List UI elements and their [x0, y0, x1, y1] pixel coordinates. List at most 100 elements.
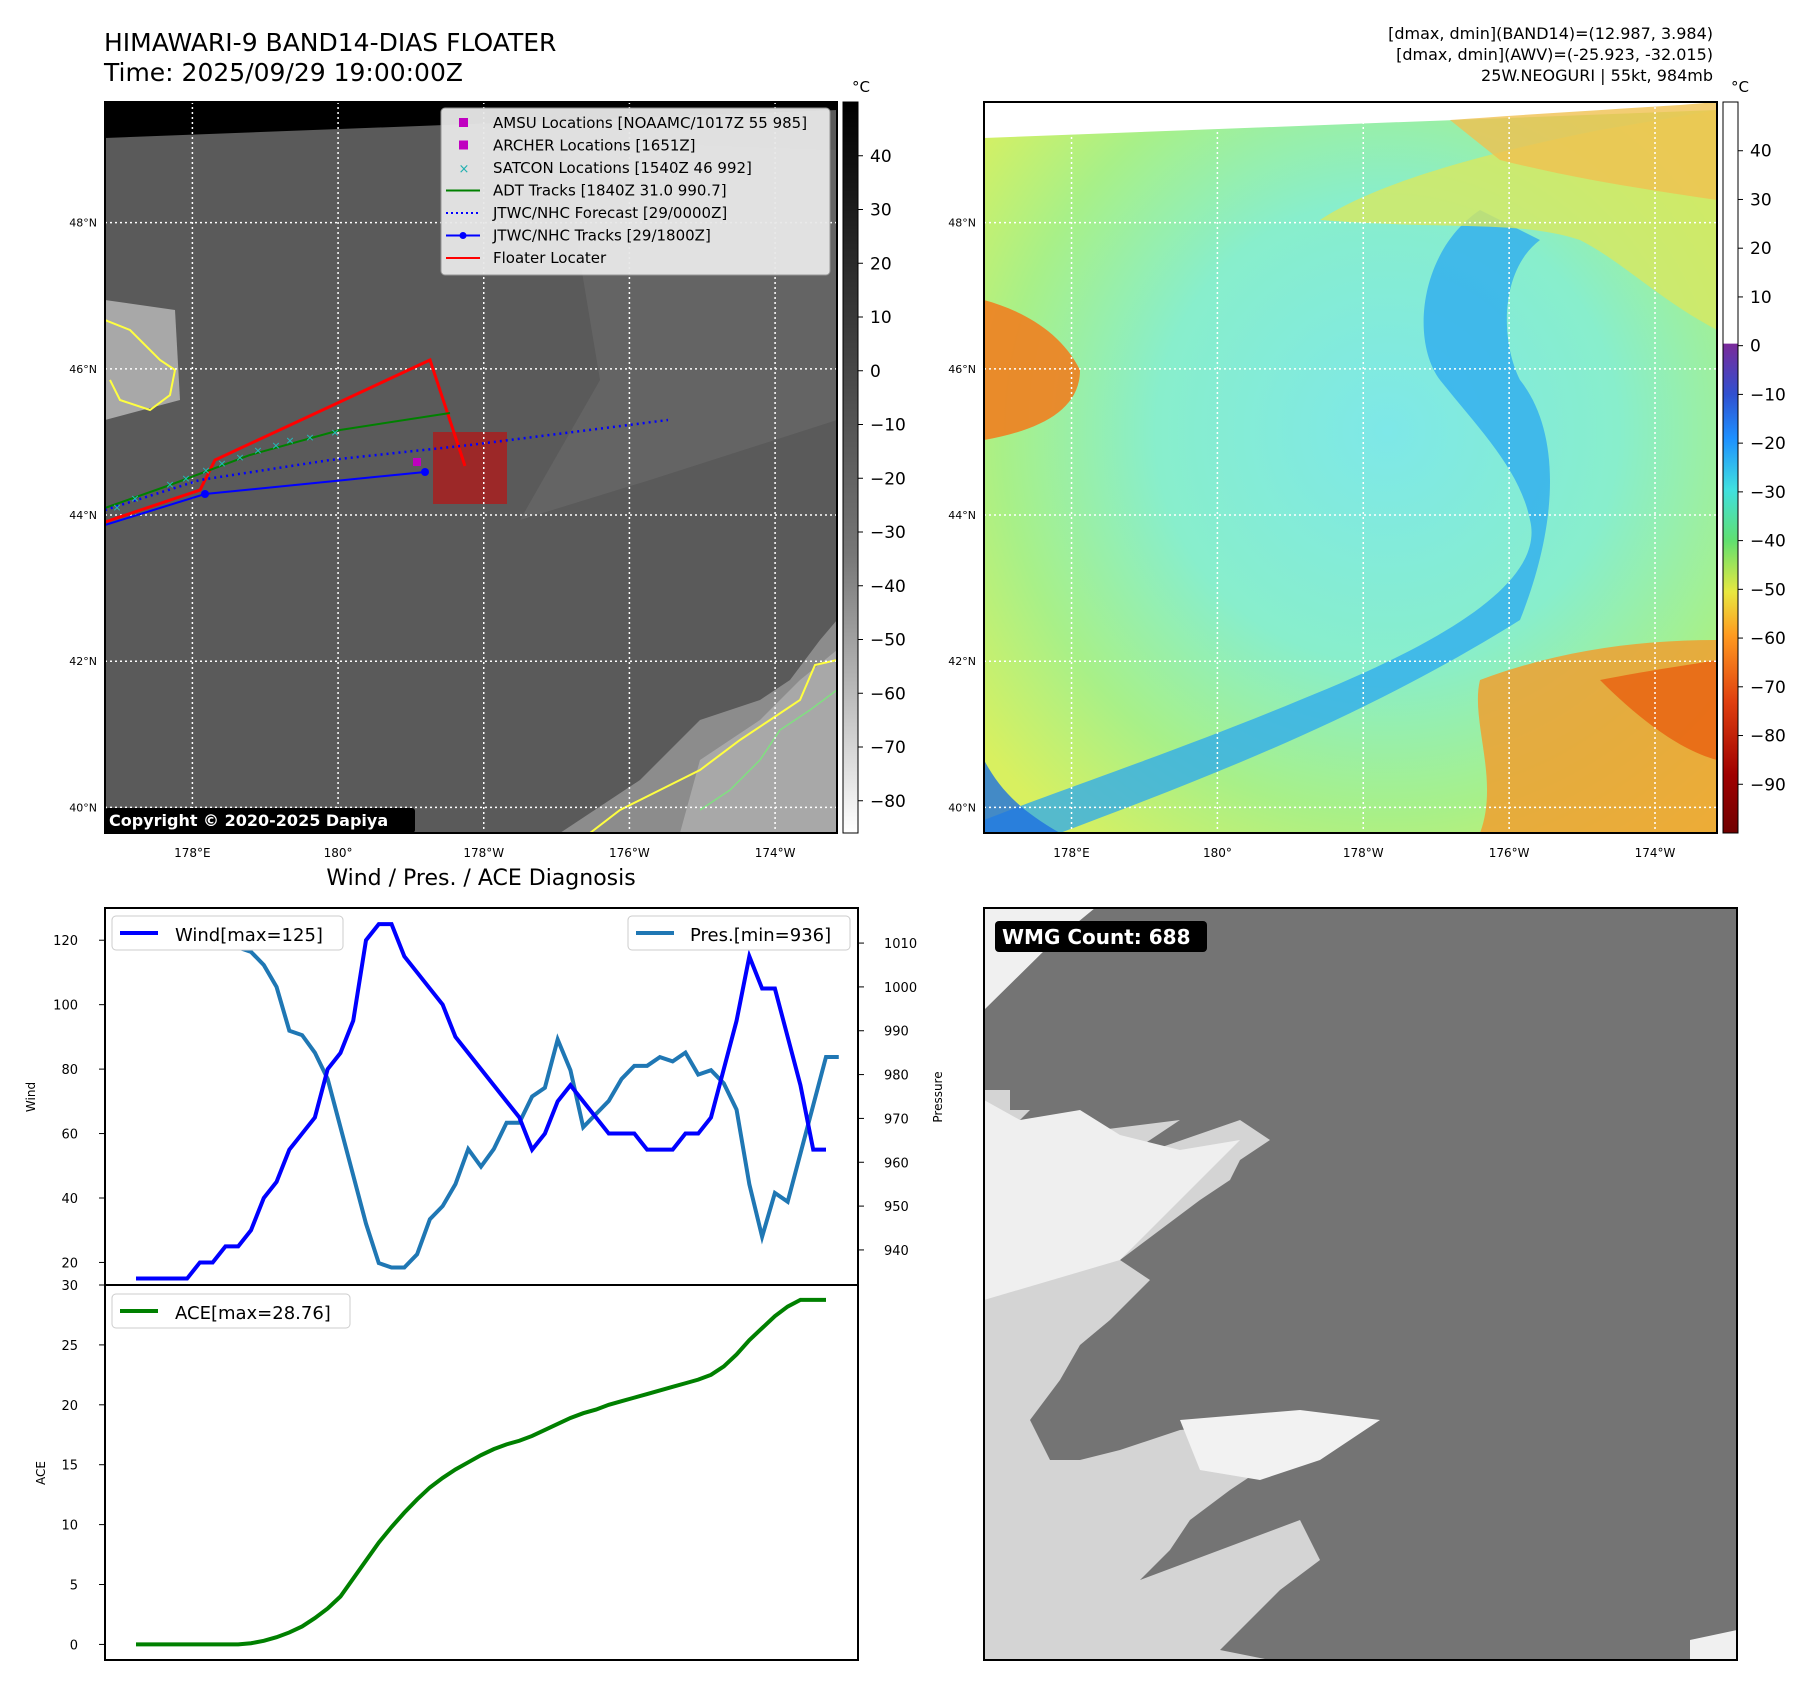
lat-tick-label: 40°N: [69, 801, 97, 814]
colorbar-tick-label: 30: [870, 201, 892, 221]
pressure-tick-label: 950: [884, 1200, 909, 1215]
ace-tick-label: 15: [61, 1459, 78, 1474]
jtwc-track-point: [201, 490, 209, 498]
legend-swatch: [459, 118, 468, 127]
lat-tick-label: 40°N: [948, 801, 976, 814]
ace-tick-label: 25: [61, 1339, 78, 1354]
satcon-location-marker: ×: [305, 431, 314, 444]
wind-tick-label: 120: [53, 934, 78, 949]
ir-coast-contour: [589, 659, 837, 833]
wmg-count-background: [995, 921, 1207, 952]
lat-tick-label: 44°N: [948, 509, 976, 522]
satcon-location-marker: ×: [112, 501, 121, 514]
ace-frame: [104, 1284, 859, 1661]
colorbar-tick-label: −20: [1750, 434, 1786, 454]
ir-coast-contour: [699, 689, 837, 811]
diagnosis-title: Wind / Pres. / ACE Diagnosis: [326, 866, 635, 891]
ace-tick-label: 5: [70, 1579, 78, 1594]
pressure-legend: Pres.[min=936]: [627, 915, 851, 951]
pressure-tick-label: 1000: [884, 981, 917, 996]
ace-legend: ACE[max=28.76]: [111, 1293, 351, 1329]
colorbar-tick-label: −90: [1750, 775, 1786, 795]
lon-tick-label: 178°W: [1343, 846, 1384, 860]
satcon-location-marker: ×: [217, 457, 226, 470]
satcon-location-marker: ×: [201, 464, 210, 477]
wv-no-data-region: [984, 102, 1717, 138]
wv-colorbar-unit: °C: [1731, 78, 1749, 96]
wmg-light-region: [1180, 1410, 1380, 1480]
lon-tick-label: 178°E: [1053, 846, 1090, 860]
satcon-location-marker: ×: [165, 478, 174, 491]
ace-tick-label: 30: [61, 1279, 78, 1294]
wind-series-line: [136, 922, 826, 1281]
colorbar-tick-label: 40: [1750, 142, 1772, 162]
pressure-legend-box: [627, 915, 851, 951]
colorbar-tick-label: −80: [870, 792, 906, 812]
colorbar-tick-label: −30: [1750, 483, 1786, 503]
wv-dry-region-west: [984, 300, 1080, 440]
lat-tick-label: 46°N: [69, 363, 97, 376]
wind-pressure-frame: [104, 907, 859, 1286]
lon-tick-label: 176°W: [1489, 846, 1530, 860]
wv-colorbar-gradient: [1722, 101, 1739, 834]
pressure-tick-label: 970: [884, 1112, 909, 1127]
jtwc-forecast-track: [104, 418, 669, 512]
wmg-light-region: [984, 1100, 1240, 1300]
wmg-count-label: WMG Count: 688: [1002, 925, 1191, 949]
satcon-location-marker: ×: [271, 439, 280, 452]
colorbar-tick-label: 30: [1750, 190, 1772, 210]
colorbar-tick-label: 40: [870, 147, 892, 167]
ace-tick-label: 0: [70, 1638, 78, 1653]
colorbar-tick-label: −60: [870, 684, 906, 704]
legend-label: ARCHER Locations [1651Z]: [493, 137, 696, 155]
svg-text:×: ×: [459, 162, 470, 177]
ir-lat-labels: 40°N 42°N 44°N 46°N 48°N: [69, 217, 97, 815]
storm-tracks: × × × × × × × × × × × ×: [104, 357, 669, 526]
colorbar-tick-label: 0: [870, 362, 881, 382]
wind-tick-label: 20: [61, 1256, 78, 1271]
satcon-location-marker: ×: [181, 472, 190, 485]
pressure-tick-label: 1010: [884, 937, 917, 952]
wind-axis-label: Wind: [24, 1082, 38, 1112]
colorbar-tick-label: 10: [1750, 288, 1772, 308]
ace-legend-box: [111, 1293, 351, 1329]
ir-cloud-band: [680, 650, 837, 833]
wind-tick-label: 60: [61, 1128, 78, 1143]
pressure-tick-label: 940: [884, 1244, 909, 1259]
ir-cloud-band: [105, 300, 180, 420]
pressure-tick-label: 960: [884, 1156, 909, 1171]
pressure-tick-label: 980: [884, 1069, 909, 1084]
info-line-storm: 25W.NEOGURI | 55kt, 984mb: [1481, 66, 1713, 85]
lat-tick-label: 42°N: [948, 655, 976, 668]
pressure-axis-label: Pressure: [931, 1071, 945, 1122]
wmg-panel: WMG Count: 688: [983, 907, 1738, 1661]
lon-tick-label: 178°E: [174, 846, 211, 860]
legend-swatch: [459, 140, 468, 150]
jtwc-track-point: [421, 468, 429, 476]
wv-moist-region: [1450, 102, 1717, 200]
wv-panel: 40°N 42°N 44°N 46°N 48°N 178°E 180° 178°W 176°W…: [948, 101, 1718, 860]
info-line-awv: [dmax, dmin](AWV)=(-25.923, -32.015): [1396, 45, 1713, 64]
ace-axis-label: ACE: [34, 1461, 48, 1485]
ir-frame: [104, 101, 838, 834]
ir-panel: ××× ××× ×× × × × × 40°N42°N44°N46°N48°N 178°E 1…: [69, 101, 838, 860]
ace-legend-label: ACE[max=28.76]: [175, 1303, 331, 1324]
wv-moist-region: [984, 760, 1060, 833]
legend-swatch: [446, 232, 480, 239]
satcon-location-marker: ×: [235, 451, 244, 464]
legend-label: Floater Locater: [493, 249, 607, 267]
ace-tick-label: 20: [61, 1399, 78, 1414]
ace-tick-label: 10: [61, 1519, 78, 1534]
lon-tick-label: 174°W: [1635, 846, 1676, 860]
legend-swatch: ×: [459, 162, 470, 177]
colorbar-tick-label: 0: [1750, 337, 1761, 357]
legend-label: ADT Tracks [1840Z 31.0 990.7]: [493, 182, 727, 200]
wind-legend-box: [111, 915, 344, 951]
wind-legend: Wind[max=125]: [111, 915, 344, 951]
wind-legend-label: Wind[max=125]: [175, 925, 323, 946]
legend-label: SATCON Locations [1540Z 46 992]: [493, 159, 752, 177]
lon-tick-label: 180°: [1203, 846, 1232, 860]
copyright-background: [105, 808, 415, 833]
lat-tick-label: 48°N: [948, 217, 976, 230]
colorbar-tick-label: −60: [1750, 629, 1786, 649]
